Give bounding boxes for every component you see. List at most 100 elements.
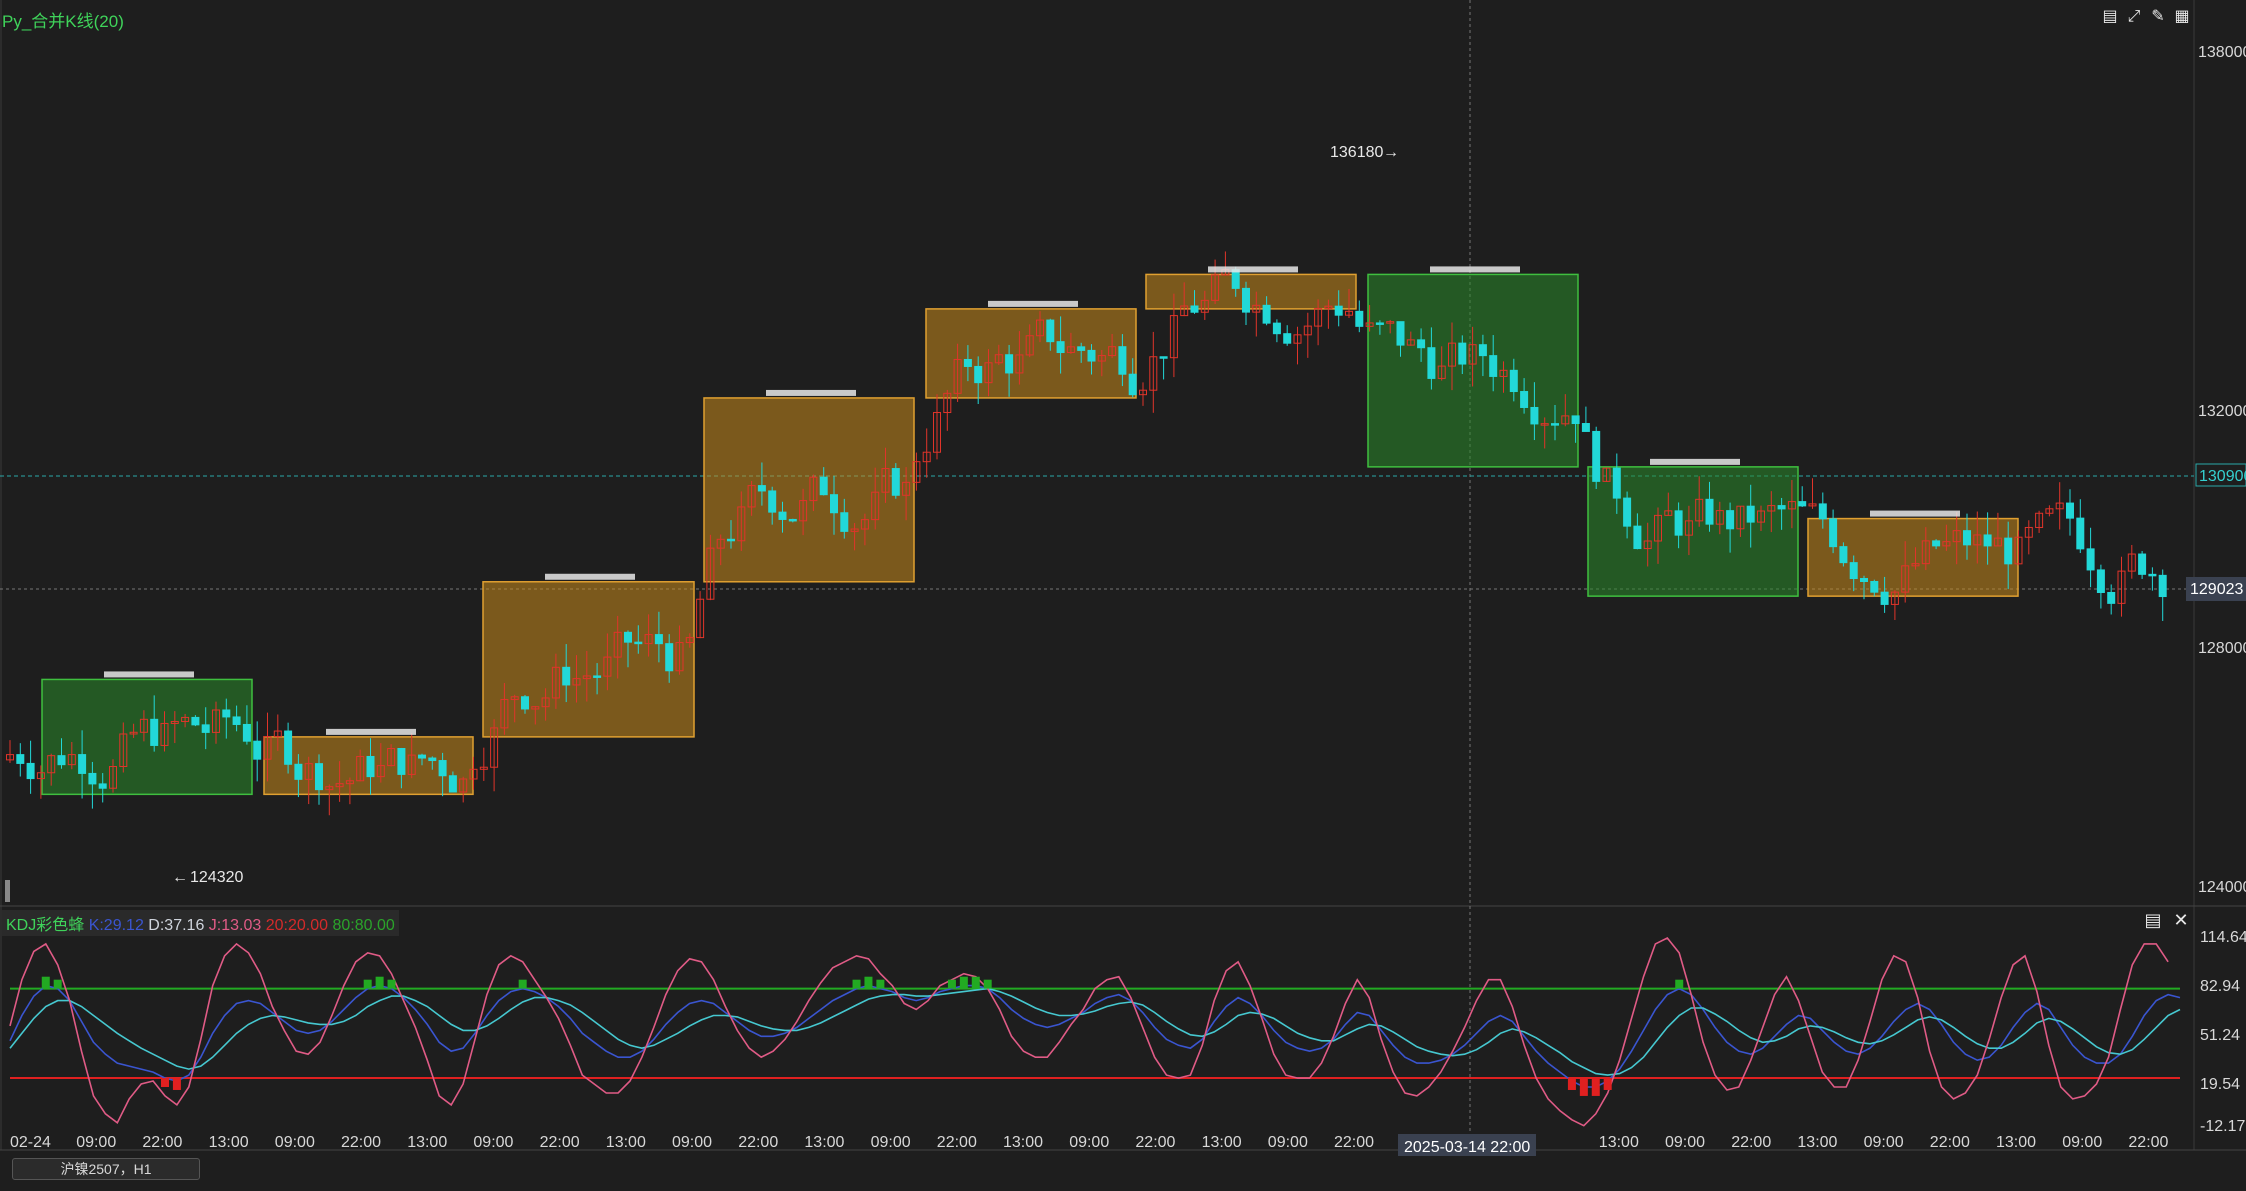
candle-body bbox=[98, 783, 107, 789]
time-tick: 22:00 bbox=[1731, 1134, 1771, 1151]
candle-body bbox=[1396, 321, 1405, 346]
candle-body bbox=[2055, 502, 2064, 510]
candle-body bbox=[1386, 321, 1395, 324]
candle-body bbox=[912, 461, 921, 483]
candle-body bbox=[448, 775, 457, 793]
candle-body bbox=[356, 755, 365, 782]
bar-chart-icon[interactable]: ▤ bbox=[2102, 8, 2118, 25]
candle-body bbox=[36, 772, 45, 780]
candle-body bbox=[1149, 356, 1158, 391]
candle-body bbox=[1808, 503, 1817, 507]
candle-body bbox=[1664, 510, 1673, 516]
symbol-tab[interactable]: 沪镍2507，H1 bbox=[12, 1158, 200, 1180]
candle-body bbox=[933, 412, 941, 453]
candle-body bbox=[1654, 514, 1662, 542]
candle-body bbox=[1283, 333, 1292, 344]
candle-body bbox=[1118, 346, 1127, 375]
candle-body bbox=[871, 491, 880, 521]
candle-body bbox=[2138, 553, 2147, 575]
candle-body bbox=[1921, 540, 1930, 565]
candle-body bbox=[2024, 526, 2033, 538]
time-tick: 22:00 bbox=[937, 1134, 977, 1151]
candle-body bbox=[181, 716, 190, 722]
candle-body bbox=[6, 754, 14, 761]
time-axis: 02-24 09:00 22:00 13:00 09:00 22:00 13:00 09:00… bbox=[10, 1134, 2169, 1151]
candle-body bbox=[469, 768, 478, 780]
price-tick: 138000 bbox=[2198, 44, 2246, 61]
candle-body bbox=[490, 727, 499, 768]
candle-body bbox=[778, 511, 787, 520]
kdj-peak-bar bbox=[852, 979, 861, 989]
candle-body bbox=[1406, 339, 1415, 346]
candle-body bbox=[1993, 537, 2002, 547]
candle-body bbox=[1066, 346, 1075, 354]
candle-body bbox=[1952, 530, 1961, 543]
scroll-handle[interactable] bbox=[5, 880, 10, 902]
kdj-peak-bar bbox=[876, 979, 885, 989]
time-tick: 09:00 bbox=[275, 1134, 315, 1151]
candle-body bbox=[2045, 508, 2054, 514]
crosshair-price-box bbox=[2186, 577, 2246, 601]
candle-body bbox=[881, 468, 890, 493]
candle-body bbox=[232, 716, 241, 725]
candle-body bbox=[1509, 369, 1518, 393]
candle-body bbox=[2035, 512, 2044, 528]
box-label-marker bbox=[1870, 510, 1960, 517]
candle-body bbox=[1551, 423, 1559, 426]
candle-body bbox=[1293, 334, 1302, 344]
kdj-trough-bar bbox=[1579, 1078, 1588, 1096]
kdj-tick: 114.64 bbox=[2200, 929, 2246, 946]
candle-body bbox=[1108, 346, 1117, 357]
box-label-marker bbox=[1430, 266, 1520, 273]
candle-body bbox=[1777, 505, 1786, 510]
candle-body bbox=[1612, 467, 1621, 499]
candle-body bbox=[1334, 305, 1343, 316]
candle-body bbox=[1077, 346, 1086, 351]
candle-body bbox=[160, 722, 169, 746]
candle-body bbox=[685, 637, 694, 644]
price-axis: 138000 132000 128000 124000 130900 12902… bbox=[2186, 44, 2246, 896]
box-label-marker bbox=[1650, 458, 1740, 465]
kdj-trough-bar bbox=[1591, 1078, 1600, 1096]
kdj-legend-k: K:29.12 bbox=[88, 917, 144, 934]
time-tick: 22:00 bbox=[1135, 1134, 1175, 1151]
candle-body bbox=[1715, 510, 1724, 525]
candle-body bbox=[675, 642, 684, 672]
candle-body bbox=[644, 634, 653, 645]
time-tick: 09:00 bbox=[473, 1134, 513, 1151]
candle-body bbox=[1880, 591, 1889, 605]
crosshair-time-box bbox=[1398, 1134, 1536, 1156]
candle-body bbox=[1252, 304, 1261, 313]
box-label-marker bbox=[104, 671, 194, 678]
price-tick: 128000 bbox=[2198, 640, 2246, 657]
candle-body bbox=[1757, 510, 1765, 523]
kdj-peak-bar bbox=[983, 979, 992, 989]
candle-body bbox=[57, 755, 66, 766]
kdj-tick: 19.54 bbox=[2200, 1076, 2240, 1093]
bar-chart-icon[interactable]: ▤ bbox=[2144, 910, 2162, 930]
kdj-axis: 114.64 82.94 51.24 19.54 -12.17 bbox=[2200, 929, 2246, 1135]
candle-body bbox=[541, 697, 550, 708]
close-icon[interactable]: ✕ bbox=[2173, 910, 2189, 930]
edit-icon[interactable]: ✎ bbox=[2151, 8, 2165, 25]
candle-body bbox=[284, 730, 293, 765]
candle-body bbox=[1767, 505, 1776, 512]
merged-box bbox=[1587, 466, 1799, 597]
fullscreen-icon[interactable]: ⤢ bbox=[2127, 8, 2141, 25]
kdj-peak-bar bbox=[518, 979, 527, 989]
time-tick: 09:00 bbox=[1665, 1134, 1705, 1151]
candlestick-icon[interactable]: ▦ bbox=[2174, 8, 2190, 25]
kdj-legend-high: 80:80.00 bbox=[332, 917, 395, 934]
candle-body bbox=[551, 666, 560, 699]
candle-body bbox=[1932, 540, 1941, 547]
candle-body bbox=[304, 763, 313, 780]
candle-body bbox=[922, 451, 931, 463]
candle-body bbox=[521, 696, 529, 710]
kdj-peak-bar bbox=[959, 976, 968, 989]
candle-body bbox=[757, 485, 766, 492]
candle-body bbox=[819, 476, 828, 496]
time-tick: 09:00 bbox=[2062, 1134, 2102, 1151]
candle-body bbox=[696, 598, 705, 639]
